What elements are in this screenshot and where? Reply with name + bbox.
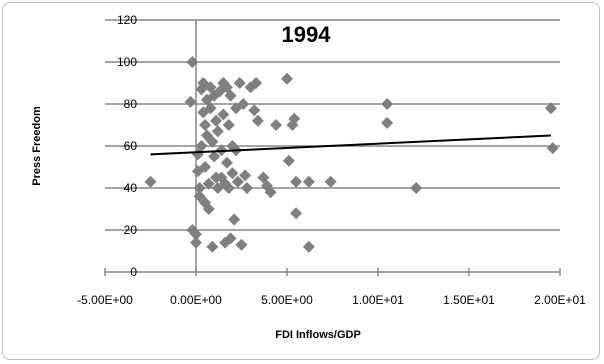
data-point (250, 77, 263, 89)
data-point (290, 175, 303, 188)
data-point (546, 142, 559, 155)
data-point (220, 156, 233, 169)
trendline-group (150, 134, 551, 156)
data-point (257, 171, 270, 184)
data-point (224, 232, 237, 245)
data-point (281, 72, 293, 85)
y-tick-label: 120 (117, 13, 137, 27)
data-point (186, 56, 199, 68)
data-point (202, 203, 215, 215)
data-point (290, 207, 303, 220)
y-axis-title: Press Freedom (31, 106, 43, 186)
data-point (202, 177, 215, 190)
data-point (206, 135, 219, 148)
data-point (288, 112, 301, 125)
data-point (184, 95, 197, 108)
data-point (228, 213, 241, 226)
data-point (235, 238, 248, 251)
data-point (233, 77, 246, 89)
data-point (282, 154, 295, 167)
data-point (195, 140, 208, 152)
data-point (210, 114, 223, 127)
data-point (302, 240, 315, 253)
data-point (199, 161, 212, 173)
data-point (410, 182, 423, 194)
y-tick-label: 0 (130, 265, 137, 279)
x-tick-label: 1.50E+01 (443, 293, 495, 307)
y-tick-label: 60 (124, 139, 138, 153)
data-point (190, 236, 202, 249)
data-point (237, 98, 250, 110)
data-point (193, 182, 206, 194)
x-axis-title: FDI Inflows/GDP (275, 329, 361, 341)
data-point (240, 182, 253, 194)
data-point (224, 89, 237, 102)
data-point (544, 102, 557, 115)
y-tick-label: 20 (124, 223, 138, 237)
data-point (264, 186, 277, 199)
x-tick-label: 0.00E+00 (170, 293, 222, 307)
x-tick-label: 5.00E+00 (261, 293, 313, 307)
chart-title: 1994 (282, 22, 332, 47)
data-point (324, 175, 337, 188)
data-point (204, 102, 217, 115)
data-point (270, 119, 283, 131)
data-point (381, 98, 394, 110)
data-point (206, 240, 219, 253)
data-point (222, 119, 235, 131)
data-point (302, 175, 315, 188)
data-point (251, 114, 264, 127)
y-tick-label: 40 (124, 181, 138, 195)
x-tick-label: 2.00E+01 (534, 293, 586, 307)
y-tick-label: 100 (117, 55, 137, 69)
data-point (199, 119, 212, 131)
x-tick-label: 1.00E+01 (352, 293, 404, 307)
data-points (144, 56, 559, 253)
data-point (248, 104, 261, 117)
data-point (208, 150, 221, 163)
x-tick-label: -5.00E+00 (77, 293, 133, 307)
trendline (150, 134, 551, 156)
data-point (220, 81, 233, 94)
data-point (239, 169, 252, 182)
data-point (226, 167, 239, 180)
data-point (217, 108, 230, 121)
data-point (231, 175, 244, 188)
data-point (381, 116, 394, 129)
y-tick-label: 80 (124, 97, 138, 111)
data-point (204, 81, 217, 94)
x-axis: -5.00E+00 0.00E+00 5.00E+00 1.00E+01 1.50E+0… (77, 268, 586, 307)
data-point (211, 125, 224, 138)
gridlines (105, 19, 560, 273)
data-point (144, 175, 157, 188)
data-point (222, 182, 235, 194)
data-point (190, 228, 202, 241)
